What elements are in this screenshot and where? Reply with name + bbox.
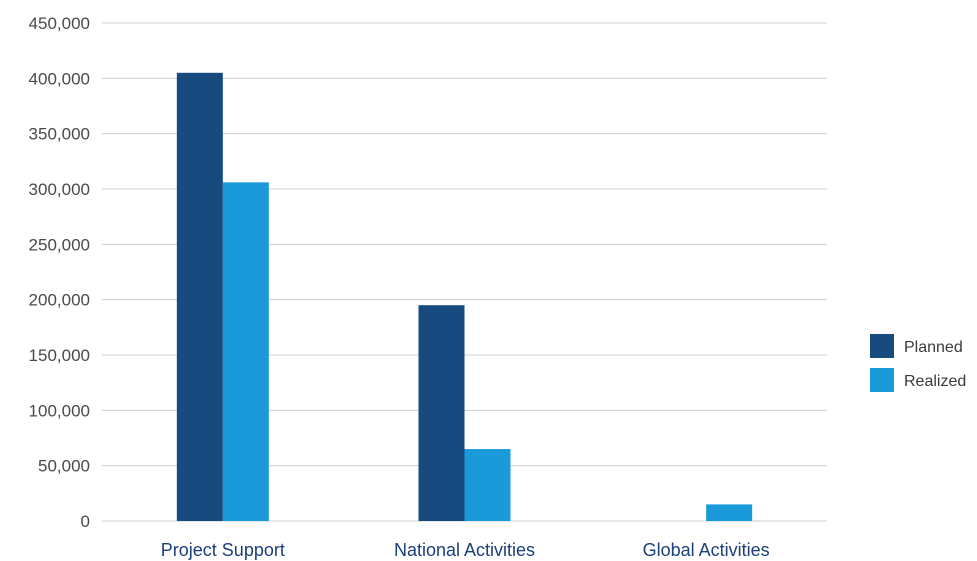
y-tick-label: 400,000 xyxy=(29,69,90,88)
y-tick-label: 200,000 xyxy=(29,291,90,310)
legend-swatch-realized xyxy=(870,368,894,392)
y-tick-label: 350,000 xyxy=(29,125,90,144)
legend-label-planned: Planned xyxy=(904,339,963,356)
bar-realized-1 xyxy=(464,449,511,521)
legend: Planned Realized xyxy=(870,334,966,392)
bar-planned-1 xyxy=(418,305,465,521)
x-tick-label: Global Activities xyxy=(643,540,770,560)
x-axis-ticks: Project Support National Activities Global… xyxy=(161,540,770,560)
y-axis-ticks: 0 50,000 100,000 150,000 200,000 250,000 300,0… xyxy=(29,14,90,531)
bar-planned-0 xyxy=(176,72,223,522)
y-tick-label: 150,000 xyxy=(29,346,90,365)
y-tick-label: 250,000 xyxy=(29,235,90,254)
bar-realized-0 xyxy=(222,182,269,522)
bar-realized-2 xyxy=(706,504,753,521)
legend-label-realized: Realized xyxy=(904,373,966,390)
y-tick-label: 50,000 xyxy=(38,457,90,476)
y-tick-label: 450,000 xyxy=(29,14,90,33)
y-tick-label: 0 xyxy=(81,512,90,531)
bars xyxy=(176,72,753,522)
x-tick-label: Project Support xyxy=(161,540,285,560)
legend-swatch-planned xyxy=(870,334,894,358)
x-tick-label: National Activities xyxy=(394,540,535,560)
y-tick-label: 300,000 xyxy=(29,180,90,199)
y-tick-label: 100,000 xyxy=(29,401,90,420)
